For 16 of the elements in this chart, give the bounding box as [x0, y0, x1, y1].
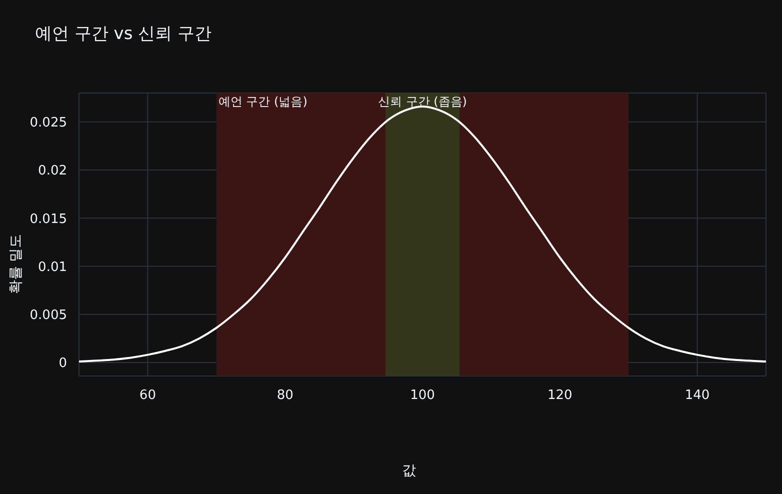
- x-tick-label: 100: [410, 388, 435, 404]
- band-label: 예언 구간 (넓음): [218, 94, 308, 109]
- y-axis-title: 확률 밀도: [7, 234, 25, 294]
- y-tick-label: 0.02: [38, 164, 67, 179]
- x-tick-label: 60: [139, 388, 156, 404]
- x-axis-title: 값: [402, 462, 416, 480]
- x-tick-label: 120: [547, 388, 572, 404]
- x-tick-label: 140: [684, 388, 710, 404]
- band-label: 신뢰 구간 (좁음): [378, 94, 467, 109]
- x-tick-label: 80: [276, 388, 294, 404]
- y-tick-label: 0.015: [30, 212, 67, 227]
- y-tick-label: 0: [58, 356, 67, 372]
- y-tick-label: 0.005: [30, 308, 67, 324]
- y-tick-label: 0.01: [38, 260, 67, 275]
- chart-title: 예언 구간 vs 신뢰 구간: [35, 23, 212, 45]
- y-tick-label: 0.025: [30, 115, 67, 130]
